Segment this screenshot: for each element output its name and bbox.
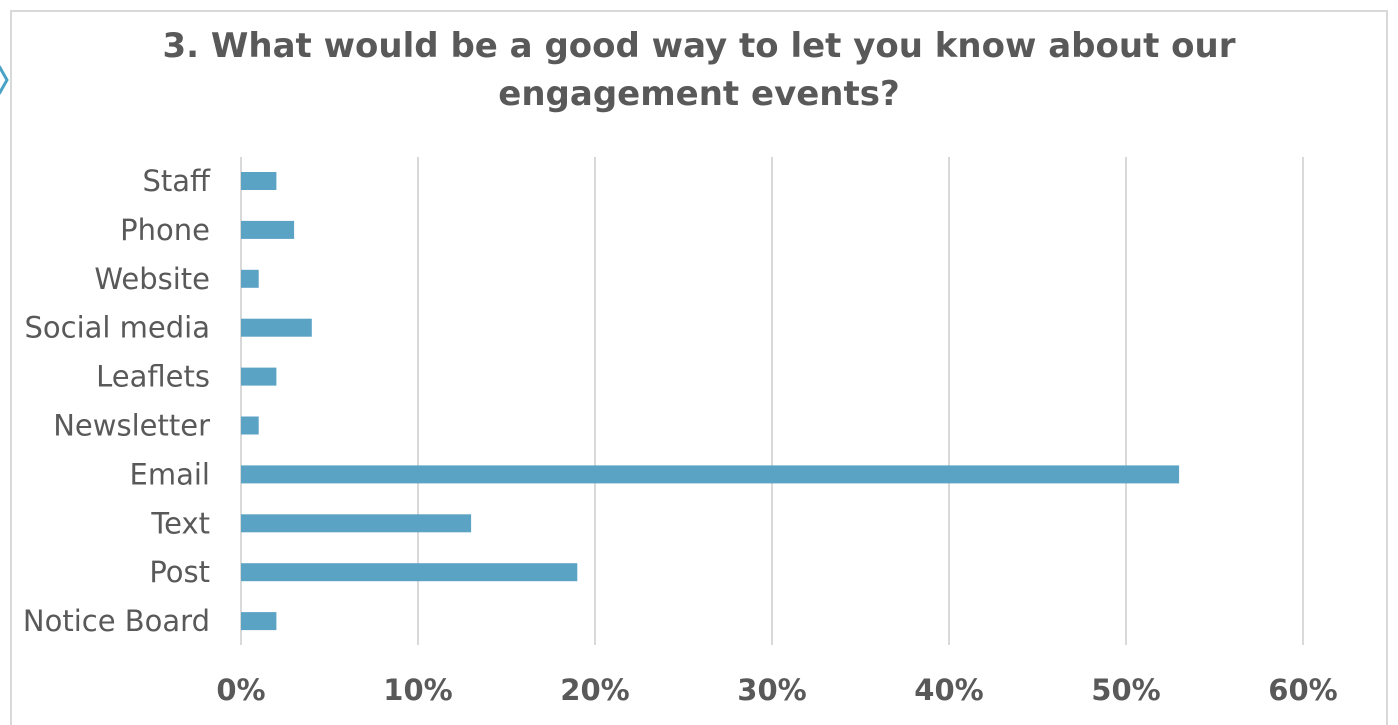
bar [241, 465, 1180, 484]
category-label: Phone [120, 213, 210, 247]
category-label: Newsletter [53, 409, 210, 443]
category-label: Leaflets [96, 360, 210, 394]
bar [241, 416, 259, 435]
x-tick-label: 0% [216, 673, 265, 707]
category-label: Notice Board [23, 604, 210, 638]
bar [241, 612, 277, 631]
bar [241, 318, 312, 337]
bar [241, 563, 578, 582]
category-label: Website [94, 262, 210, 296]
x-tick-label: 30% [737, 673, 806, 707]
bar [241, 367, 277, 386]
bar [241, 220, 295, 239]
x-tick-label: 20% [560, 673, 629, 707]
category-labels: Staff Phone Website Social media Leaflets New… [23, 164, 211, 638]
category-label: Staff [142, 164, 211, 198]
chevron-right-icon [0, 65, 9, 95]
x-tick-label: 60% [1268, 673, 1337, 707]
category-label: Post [149, 555, 210, 589]
chart-title: 3. What would be a good way to let you k… [162, 26, 1236, 114]
category-label: Text [150, 506, 210, 540]
bar [241, 172, 277, 190]
bar [241, 269, 259, 288]
x-tick-labels: 0% 10% 20% 30% 40% 50% 60% [216, 673, 1337, 707]
x-tick-label: 50% [1091, 673, 1160, 707]
category-label: Social media [24, 311, 210, 345]
bar [241, 514, 472, 533]
chart-frame [10, 10, 1388, 725]
bars [241, 172, 1180, 631]
x-tick-label: 10% [383, 673, 452, 707]
category-label: Email [130, 457, 210, 491]
x-tick-label: 40% [914, 673, 983, 707]
